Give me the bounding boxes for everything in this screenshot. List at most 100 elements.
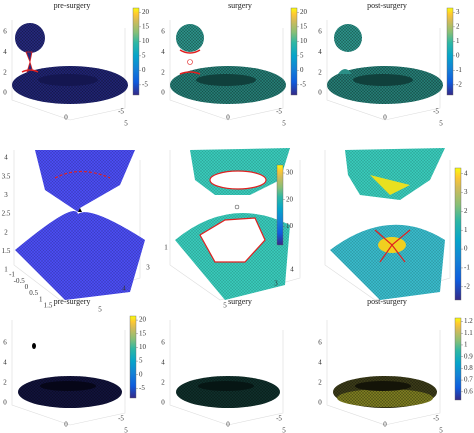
colorbar-tick-label: 20 [142, 8, 150, 16]
y-tick-label: -5 [433, 415, 439, 423]
z-tick-label: 6 [318, 28, 322, 36]
colorbar-tick-label: 0 [142, 66, 146, 74]
z-tick-label: 2 [3, 379, 7, 387]
y-tick-label: 5 [282, 427, 286, 433]
x-tick-label: 1 [39, 295, 43, 303]
z-tick-label: 6 [318, 339, 322, 347]
z-tick-label: 1 [164, 244, 168, 252]
colorbar-tick-label: 0 [464, 245, 468, 253]
panel-title: post-surgery [367, 297, 407, 306]
z-tick-label: 2.5 [2, 210, 11, 218]
z-tick-label: 4 [4, 154, 8, 162]
y-tick-label: 3 [146, 264, 150, 272]
x-tick-label: 0 [383, 114, 387, 122]
colorbar-tick-label: 1 [464, 226, 468, 234]
x-tick-label: -0.5 [14, 277, 26, 285]
z-tick-label: 2 [318, 68, 322, 76]
z-tick-label: 2 [4, 228, 8, 236]
colorbar-tick-label: -2 [464, 282, 470, 290]
panel-title: post-surgery [367, 1, 407, 10]
y-tick-label: -5 [433, 108, 439, 116]
y-tick-label: 4 [122, 285, 126, 293]
colorbar-tick-label: 0.6 [464, 387, 473, 395]
colorbar-tick-label: 5 [300, 51, 304, 59]
z-tick-label: 6 [161, 339, 165, 347]
z-tick-label: 0 [161, 399, 165, 407]
x-tick-label: 0 [226, 114, 230, 122]
colorbar-tick-label: -5 [300, 80, 306, 88]
colorbar-tick-label: 10 [300, 37, 308, 45]
y-tick-label: 3 [274, 280, 278, 288]
colorbar [132, 7, 140, 96]
colorbar-tick-label: 3 [464, 188, 468, 196]
x-tick-label: -1 [9, 271, 15, 279]
z-tick-label: 4 [161, 359, 165, 367]
x-tick-label: 0.5 [29, 289, 38, 297]
y-tick-label: -5 [276, 108, 282, 116]
colorbar-tick-label: 2 [464, 207, 468, 215]
z-tick-label: 3 [4, 191, 8, 199]
z-tick-label: 2 [161, 68, 165, 76]
colorbar-tick-label: 0 [456, 51, 460, 59]
z-tick-label: 4 [318, 359, 322, 367]
z-tick-label: 1 [4, 266, 8, 274]
panel-title: pre-surgery [54, 297, 91, 306]
panel-title: surgery [228, 297, 252, 306]
panel-title: surgery [228, 1, 252, 10]
z-tick-label: 6 [3, 339, 7, 347]
colorbar-tick-label: 1 [464, 341, 468, 349]
colorbar-tick-label: 1.1 [464, 329, 473, 337]
x-tick-label: 0 [25, 283, 29, 291]
z-tick-label: 0 [318, 89, 322, 97]
z-tick-label: 0 [161, 89, 165, 97]
colorbar-tick-label: -5 [142, 80, 148, 88]
colorbar-tick-label: 1 [456, 37, 460, 45]
colorbar-tick-label: 0.8 [464, 364, 473, 372]
x-tick-label: 0 [64, 421, 68, 429]
z-tick-label: 4 [3, 48, 7, 56]
colorbar [454, 317, 462, 401]
x-tick-label: 0 [226, 421, 230, 429]
colorbar-tick-label: 1.2 [464, 317, 473, 325]
y-tick-label: -5 [118, 415, 124, 423]
colorbar-tick-label: 0.7 [464, 376, 473, 384]
y-tick-label: 5 [124, 427, 128, 433]
colorbar-tick-label: 30 [286, 169, 294, 177]
colorbar-tick-label: 10 [142, 37, 150, 45]
y-tick-label: 5 [439, 427, 443, 433]
z-tick-label: 2 [161, 379, 165, 387]
x-tick-label: 0 [383, 421, 387, 429]
x-tick-label: 1.5 [44, 302, 53, 310]
colorbar-tick-label: 20 [300, 8, 308, 16]
colorbar-tick-label: 10 [139, 343, 147, 351]
y-tick-label: 5 [124, 120, 128, 128]
y-tick-label: 5 [282, 120, 286, 128]
colorbar [446, 7, 454, 96]
z-tick-label: 1.5 [2, 247, 11, 255]
colorbar-tick-label: 5 [142, 51, 146, 59]
colorbar [276, 164, 284, 246]
colorbar-tick-label: 0 [139, 370, 143, 378]
y-tick-label: -5 [118, 108, 124, 116]
colorbar-tick-label: 10 [286, 222, 294, 230]
colorbar-tick-label: 5 [139, 357, 143, 365]
colorbar-tick-label: -5 [139, 384, 145, 392]
y-tick-label: 5 [98, 306, 102, 314]
colorbar [290, 7, 298, 96]
colorbar-tick-label: -1 [456, 66, 462, 74]
panel-title: pre-surgery [54, 1, 91, 10]
y-tick-label: 4 [290, 266, 294, 274]
z-tick-label: 4 [161, 48, 165, 56]
x-tick-label: 5 [223, 302, 227, 310]
colorbar [129, 315, 137, 399]
z-tick-label: 0 [3, 89, 7, 97]
colorbar [454, 167, 462, 301]
z-tick-label: 3.5 [2, 172, 11, 180]
colorbar-tick-label: 3 [456, 8, 460, 16]
z-tick-label: 0 [3, 399, 7, 407]
y-tick-label: 5 [439, 120, 443, 128]
z-tick-label: 4 [3, 359, 7, 367]
colorbar-tick-label: 2 [456, 22, 460, 30]
colorbar-tick-label: -1 [464, 264, 470, 272]
